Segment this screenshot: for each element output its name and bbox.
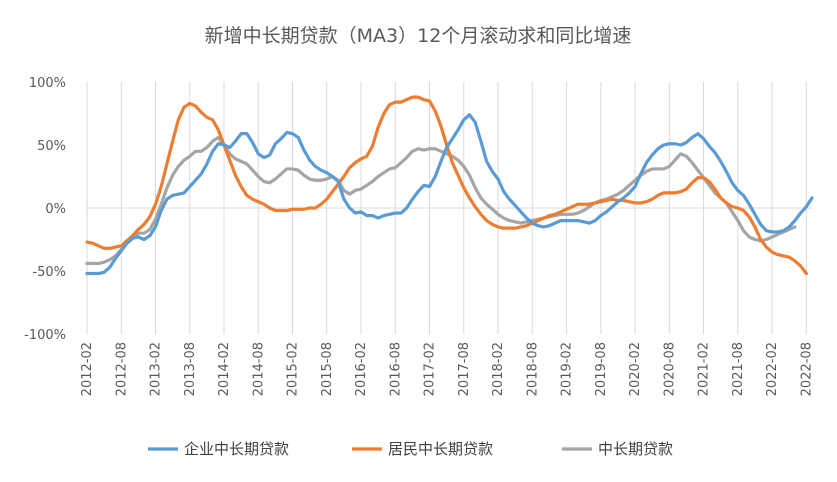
x-tick-label: 2021-02 [697,342,712,396]
chart-title: 新增中长期贷款（MA3）12个月滚动求和同比增速 [205,25,632,47]
legend: 企业中长期贷款 居民中长期贷款 中长期贷款 [148,440,673,458]
y-tick-label: -100% [24,328,66,343]
x-tick-label: 2021-08 [731,342,746,396]
legend-label-0: 企业中长期贷款 [184,440,289,458]
x-tick-label: 2017-02 [423,342,438,396]
x-tick-label: 2019-02 [560,342,575,396]
x-axis: 2012-02 2012-08 2013-02 2013-08 2014-02 2014-… [80,342,814,396]
x-tick-label: 2022-02 [765,342,780,396]
x-tick-label: 2018-02 [491,342,506,396]
series-line-2 [85,135,797,266]
x-tick-label: 2014-08 [251,342,266,396]
x-tick-label: 2017-08 [457,342,472,396]
x-tick-label: 2019-08 [594,342,609,396]
x-tick-label: 2012-08 [114,342,129,396]
x-tick-label: 2020-08 [662,342,677,396]
y-axis: 100% 50% 0% -50% -100% [24,76,66,343]
y-tick-label: -50% [32,265,66,280]
x-tick-label: 2020-02 [628,342,643,396]
x-tick-label: 2015-02 [286,342,301,396]
x-tick-label: 2013-02 [149,342,164,396]
x-tick-label: 2022-08 [799,342,814,396]
x-tick-label: 2016-08 [388,342,403,396]
series-line-1 [85,95,808,276]
x-tick-label: 2015-08 [320,342,335,396]
x-tick-label: 2013-08 [183,342,198,396]
legend-label-2: 中长期贷款 [598,440,673,458]
series-line-0 [85,113,814,276]
y-tick-label: 0% [45,202,66,217]
x-tick-label: 2016-02 [354,342,369,396]
series-lines [85,95,814,276]
x-tick-label: 2018-08 [525,342,540,396]
x-tick-label: 2012-02 [80,342,95,396]
legend-label-1: 居民中长期贷款 [388,440,493,458]
x-tick-label: 2014-02 [217,342,232,396]
y-tick-label: 50% [37,139,66,154]
plot-grid [86,82,812,334]
y-tick-label: 100% [29,76,66,91]
